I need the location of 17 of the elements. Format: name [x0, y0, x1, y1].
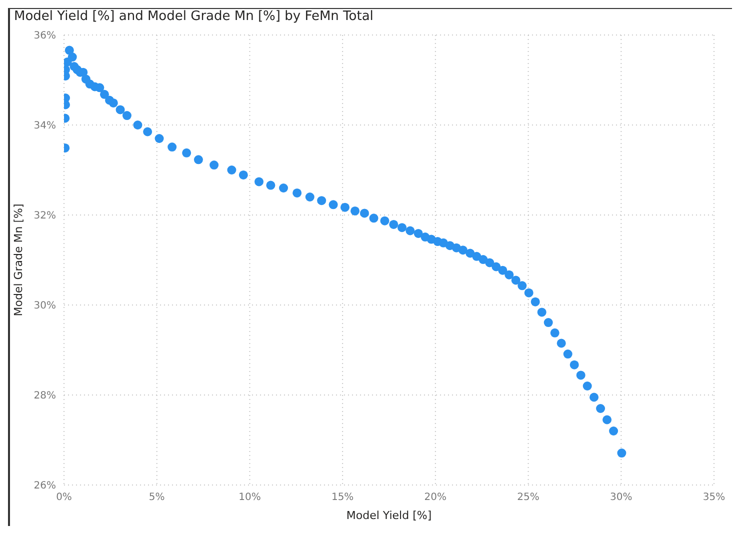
y-tick-label: 32% — [34, 210, 56, 222]
x-tick-label: 0% — [56, 492, 72, 504]
x-tick-label: 35% — [702, 492, 726, 504]
y-tick-label: 26% — [34, 480, 56, 492]
y-tick-label: 28% — [34, 390, 56, 402]
x-tick-label: 30% — [610, 492, 632, 504]
x-tick-label: 20% — [424, 492, 447, 504]
y-tick-label: 30% — [34, 300, 56, 312]
x-tick-label: 15% — [331, 492, 354, 504]
y-tick-label: 36% — [34, 30, 56, 42]
chart-title: Model Yield [%] and Model Grade Mn [%] by FeMn Total — [14, 9, 374, 24]
y-axis-title: Model Grade Mn [%] — [12, 204, 25, 316]
x-tick-label: 5% — [148, 492, 165, 504]
x-tick-label: 25% — [517, 492, 540, 504]
x-tick-label: 10% — [238, 492, 261, 504]
y-tick-label: 34% — [34, 120, 56, 132]
x-axis-title: Model Yield [%] — [346, 509, 432, 522]
